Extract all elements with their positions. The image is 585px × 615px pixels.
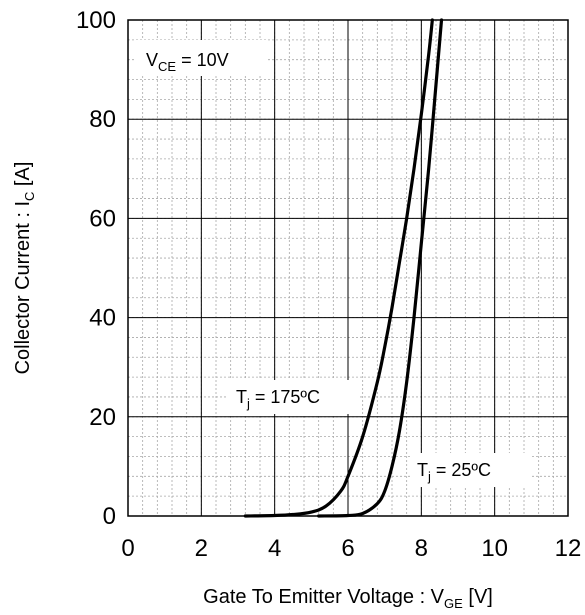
condition-label: VCE = 10V — [146, 50, 229, 74]
x-tick-label: 6 — [341, 535, 354, 562]
x-tick-label: 4 — [268, 535, 281, 562]
y-tick-label: 60 — [89, 205, 116, 232]
x-tick-label: 2 — [195, 535, 208, 562]
series-label-bg-175 — [228, 380, 358, 414]
x-tick-label: 10 — [481, 535, 508, 562]
series-line-1 — [317, 18, 444, 518]
series-label-175: Tj = 175ºC — [236, 387, 320, 411]
x-tick-label: 8 — [415, 535, 428, 562]
series-line-0 — [243, 18, 434, 518]
series-layer — [243, 18, 444, 518]
y-tick-label: 80 — [89, 106, 116, 133]
plot-frame — [127, 19, 569, 517]
x-tick-label: 0 — [121, 535, 134, 562]
y-tick-label: 0 — [103, 503, 116, 530]
y-tick-label: 100 — [76, 7, 116, 34]
series-label-25: Tj = 25ºC — [417, 460, 491, 484]
y-tick-label: 40 — [89, 305, 116, 332]
x-tick-label: 12 — [555, 535, 582, 562]
series-label-bg-25 — [410, 453, 530, 487]
y-tick-label: 20 — [89, 404, 116, 431]
tick-labels: 0 2 4 6 8 10 12 0 20 40 60 80 100 — [76, 7, 581, 562]
y-axis-label: Collector Current : IC [A] — [12, 162, 37, 375]
x-axis-label: Gate To Emitter Voltage : VGE [V] — [203, 586, 493, 611]
condition-label-bg — [136, 40, 266, 76]
